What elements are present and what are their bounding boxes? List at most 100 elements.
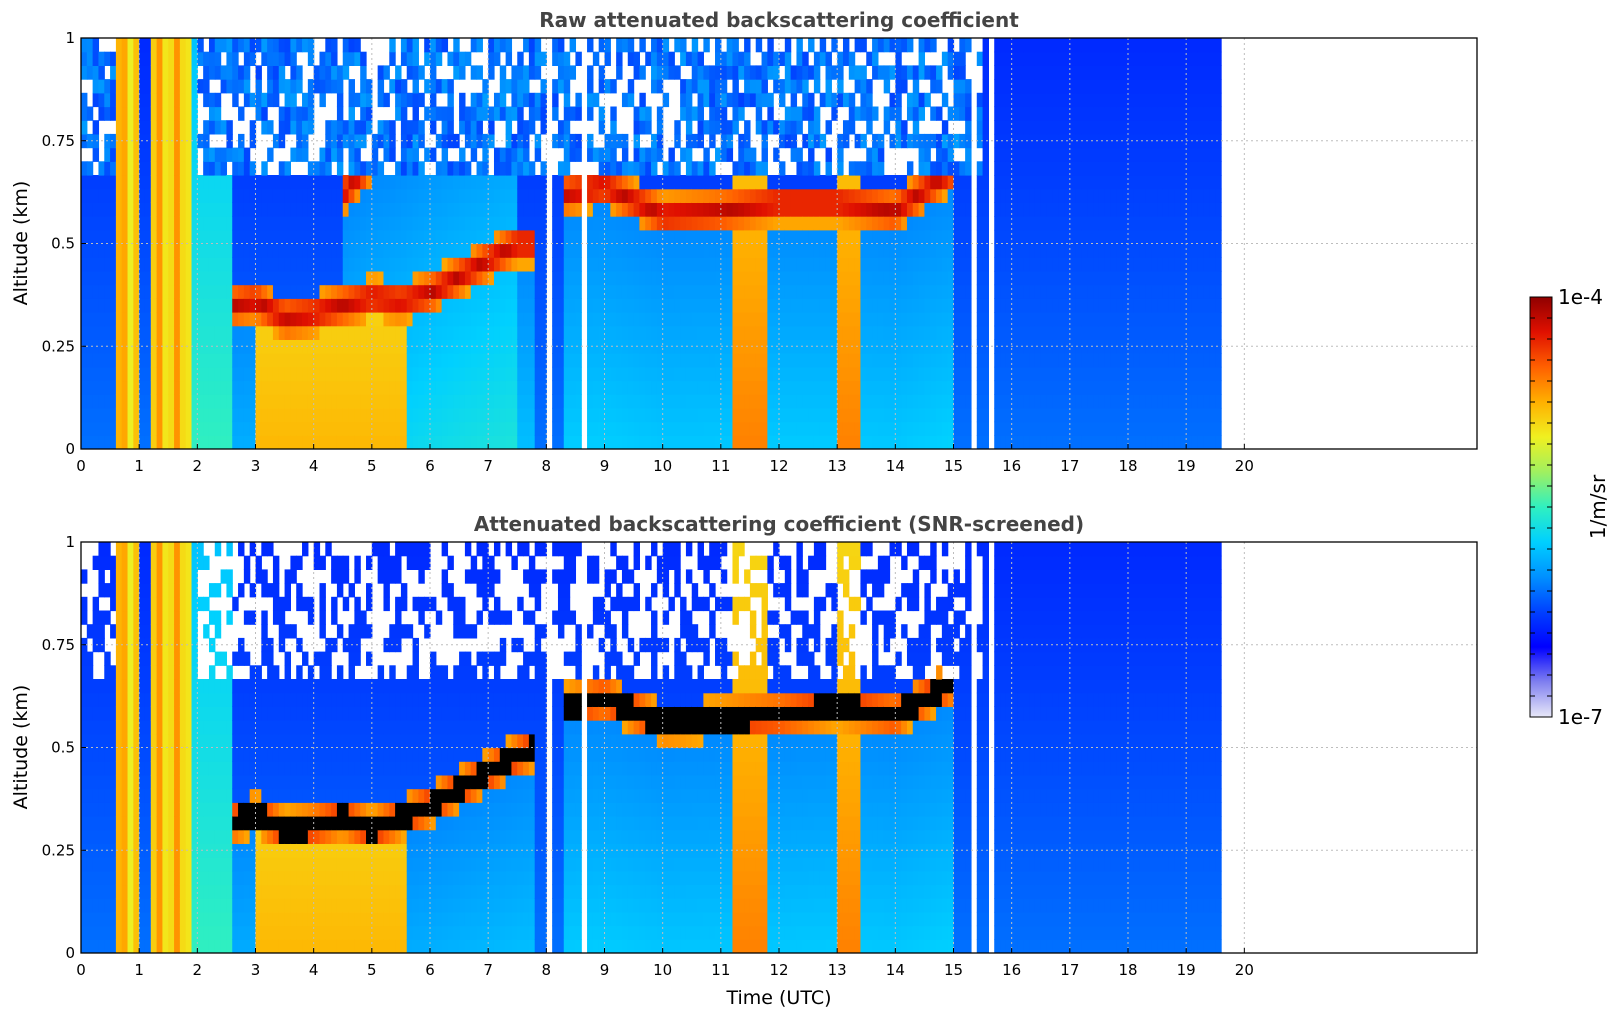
heatmap-cell	[144, 298, 152, 313]
heatmap-cell	[278, 79, 286, 94]
heatmap-cell	[255, 38, 262, 53]
heatmap-cell	[883, 229, 891, 245]
heatmap-cell	[98, 106, 105, 121]
heatmap-cell	[1081, 92, 1088, 108]
heatmap-cell	[715, 366, 722, 382]
heatmap-cell	[150, 407, 158, 423]
heatmap-cell	[715, 65, 722, 80]
heatmap-cell	[965, 229, 972, 245]
heatmap-cell	[406, 243, 414, 258]
heatmap-cell	[639, 325, 646, 340]
heatmap-cell	[982, 243, 989, 258]
heatmap-cell	[348, 147, 355, 162]
heatmap-cell	[464, 366, 472, 382]
heatmap-cell	[389, 325, 396, 340]
heatmap-cell	[115, 51, 123, 66]
heatmap-cell	[1128, 216, 1135, 231]
heatmap-cell	[133, 243, 140, 258]
heatmap-cell	[400, 161, 408, 176]
heatmap-cell	[81, 175, 88, 190]
heatmap-cell	[272, 257, 280, 272]
heatmap-cell	[150, 120, 158, 135]
heatmap-cell	[121, 92, 129, 108]
heatmap-cell	[208, 394, 216, 409]
heatmap-cell	[115, 257, 123, 272]
heatmap-cell	[953, 257, 960, 272]
heatmap-cell	[569, 188, 577, 203]
heatmap-cell	[680, 435, 687, 449]
heatmap-cell	[1157, 161, 1164, 176]
heatmap-cell	[662, 175, 670, 190]
heatmap-cell	[819, 421, 827, 436]
heatmap-cell	[1122, 270, 1129, 286]
heatmap-cell	[738, 216, 745, 231]
heatmap-cell	[104, 353, 111, 368]
heatmap-cell	[1162, 325, 1170, 340]
heatmap-cell	[802, 106, 809, 121]
heatmap-cell	[366, 257, 373, 272]
heatmap-cell	[639, 161, 646, 176]
heatmap-cell	[191, 380, 198, 395]
heatmap-cell	[476, 243, 483, 258]
heatmap-cell	[453, 407, 460, 423]
heatmap-cell	[1093, 298, 1100, 313]
heatmap-cell	[994, 366, 1001, 382]
heatmap-cell	[249, 407, 257, 423]
heatmap-cell	[1005, 147, 1013, 162]
heatmap-cell	[453, 202, 460, 217]
heatmap-cell	[86, 325, 94, 340]
heatmap-cell	[709, 270, 716, 286]
heatmap-cell	[808, 188, 815, 203]
heatmap-cell	[936, 339, 943, 354]
heatmap-cell	[912, 435, 920, 449]
heatmap-cell	[1116, 216, 1123, 231]
heatmap-cell	[563, 243, 571, 258]
heatmap-cell	[278, 394, 286, 409]
heatmap-cell	[342, 298, 350, 313]
heatmap-cell	[482, 243, 489, 258]
heatmap-cell	[575, 147, 582, 162]
heatmap-cell	[1034, 216, 1042, 231]
heatmap-cell	[348, 38, 355, 53]
heatmap-cell	[627, 312, 635, 327]
heatmap-cell	[284, 270, 291, 286]
heatmap-cell	[133, 65, 140, 80]
heatmap-cell	[703, 257, 710, 272]
heatmap-cell	[406, 147, 414, 162]
heatmap-cell	[685, 229, 693, 245]
heatmap-cell	[174, 353, 181, 368]
heatmap-cell	[499, 325, 507, 340]
heatmap-cell	[784, 79, 792, 94]
heatmap-cell	[168, 394, 175, 409]
heatmap-cell	[877, 421, 885, 436]
heatmap-cell	[1046, 243, 1053, 258]
heatmap-cell	[639, 257, 646, 272]
heatmap-cell	[1064, 79, 1071, 94]
heatmap-cell	[813, 243, 821, 258]
heatmap-cell	[395, 284, 402, 299]
heatmap-cell	[1081, 257, 1088, 272]
heatmap-cell	[296, 188, 303, 203]
heatmap-cell	[302, 366, 309, 382]
heatmap-cell	[947, 202, 955, 217]
heatmap-cell	[1040, 51, 1048, 66]
heatmap-cell	[307, 435, 315, 449]
heatmap-cell	[1151, 161, 1158, 176]
heatmap-cell	[400, 380, 408, 395]
heatmap-cell	[127, 147, 134, 162]
heatmap-cell	[406, 380, 414, 395]
heatmap-cell	[377, 380, 385, 395]
heatmap-cell	[139, 229, 146, 245]
heatmap-cell	[1029, 175, 1036, 190]
heatmap-cell	[1098, 161, 1106, 176]
heatmap-cell	[563, 51, 571, 66]
heatmap-cell	[319, 366, 326, 382]
heatmap-cell	[563, 380, 571, 395]
heatmap-cell	[348, 421, 355, 436]
heatmap-cell	[488, 407, 495, 423]
heatmap-cell	[918, 38, 926, 53]
heatmap-cell	[400, 312, 408, 327]
heatmap-cell	[144, 339, 152, 354]
heatmap-cell	[366, 175, 373, 190]
heatmap-cell	[726, 407, 734, 423]
